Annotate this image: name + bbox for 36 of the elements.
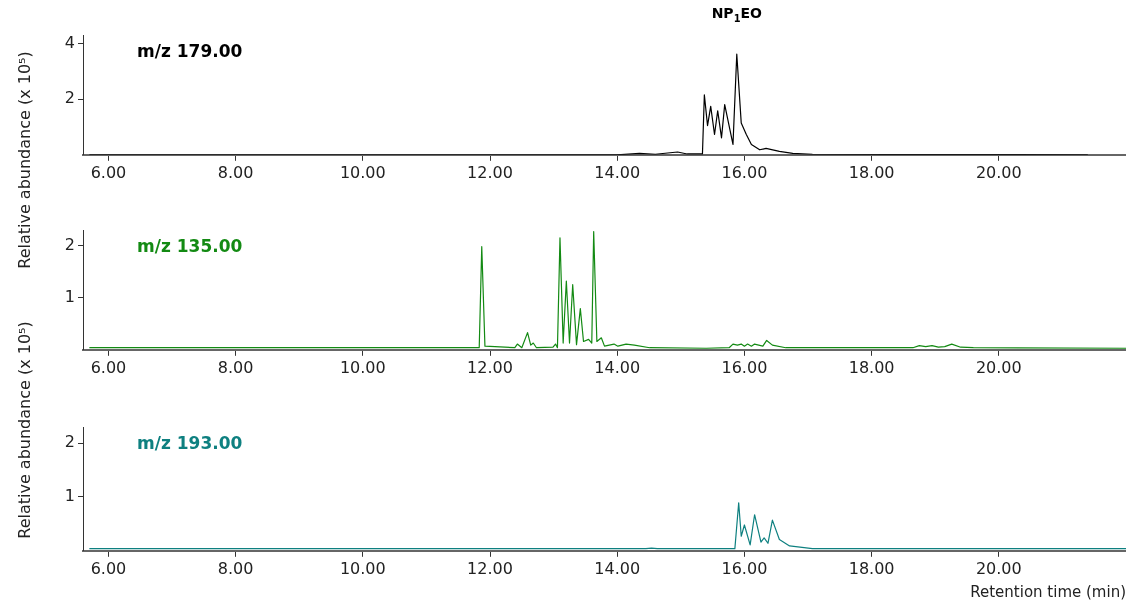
x-tick-label: 18.00 <box>848 162 895 182</box>
y-tick-label: 2 <box>64 432 75 452</box>
x-tick-label: 16.00 <box>721 357 768 377</box>
y-axis-title: Relative abundance (x 10⁵) <box>14 51 34 269</box>
x-tick-label: 16.00 <box>721 558 768 578</box>
x-tick-label: 14.00 <box>594 558 641 578</box>
text: m/z 179.00 <box>137 41 243 62</box>
x-tick-label: 12.00 <box>467 357 513 377</box>
x-tick-label: 6.00 <box>90 558 127 578</box>
y-axis-title: Relative abundance (x 10⁵) <box>14 321 34 539</box>
x-axis-title: Retention time (min) <box>970 582 1126 601</box>
x-tick-label: 10.00 <box>339 357 386 377</box>
y-tick-label: 2 <box>64 234 75 254</box>
y-tick-label: 4 <box>64 32 75 52</box>
x-tick-label: 12.00 <box>467 162 513 182</box>
x-tick-label: 14.00 <box>594 357 641 377</box>
x-tick-label: 18.00 <box>848 357 895 377</box>
text: m/z 135.00 <box>137 236 243 257</box>
x-tick-label: 20.00 <box>975 558 1022 578</box>
x-tick-label: 8.00 <box>217 558 254 578</box>
x-tick-label: 12.00 <box>467 558 513 578</box>
x-tick-label: 8.00 <box>217 357 254 377</box>
x-tick-label: 16.00 <box>721 162 768 182</box>
x-tick-label: 14.00 <box>594 162 641 182</box>
x-tick-label: 6.00 <box>90 357 127 377</box>
x-tick-label: 8.00 <box>217 162 254 182</box>
text: m/z 193.00 <box>137 433 243 454</box>
x-tick-label: 20.00 <box>975 357 1022 377</box>
x-tick-label: 6.00 <box>90 162 127 182</box>
x-tick-label: 10.00 <box>339 162 386 182</box>
x-tick-label: 10.00 <box>339 558 386 578</box>
y-tick-label: 1 <box>64 486 75 506</box>
y-tick-label: 2 <box>64 88 75 108</box>
x-tick-label: 18.00 <box>848 558 895 578</box>
y-tick-label: 1 <box>64 286 75 306</box>
x-tick-label: 20.00 <box>975 162 1022 182</box>
